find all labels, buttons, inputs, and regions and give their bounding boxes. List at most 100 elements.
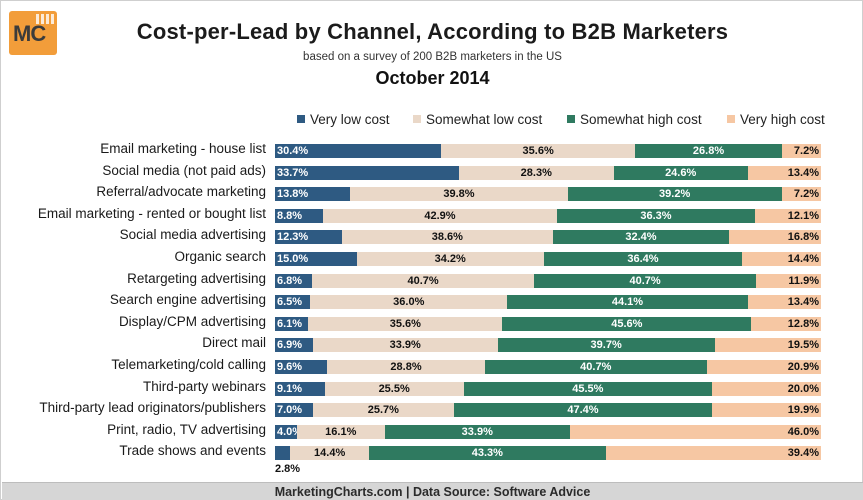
bar-segment: [312, 273, 535, 288]
data-label: 19.5%: [787, 339, 819, 352]
bar-segment: [384, 424, 570, 439]
data-label: 39.4%: [787, 447, 819, 460]
bar-segment: [552, 230, 730, 245]
data-label: 6.9%: [277, 339, 303, 352]
bar-segment: [712, 403, 821, 418]
data-label: 30.4%: [277, 145, 309, 157]
legend-item-1: Somewhat low cost: [413, 112, 542, 127]
data-label: 24.6%: [665, 166, 697, 179]
bar-segment: [755, 208, 821, 223]
bar-segment: [747, 295, 821, 310]
data-label: 20.0%: [787, 382, 819, 395]
data-label: 9.6%: [277, 361, 303, 373]
category-label: Email marketing - house list: [100, 141, 266, 156]
data-label: 33.9%: [389, 339, 421, 352]
bar-segment: [781, 187, 821, 202]
data-label: 28.3%: [520, 166, 552, 179]
data-label: 14.4%: [314, 447, 346, 460]
bar-segment: [729, 230, 821, 245]
stacked-bar-plot: 30.4% 35.6% 26.8% 7.2% 33.7% 28.3% 24.6% 13.4% 1…: [275, 142, 821, 462]
data-label: 45.5%: [572, 382, 604, 395]
bar-segment: [605, 446, 821, 461]
data-label: 8.8%: [277, 209, 303, 222]
data-label: 7.2%: [793, 145, 819, 157]
category-label: Print, radio, TV advertising: [107, 421, 266, 437]
bar-segment: [290, 446, 369, 461]
data-label: 36.4%: [627, 253, 659, 265]
bar-segment: [756, 273, 821, 288]
data-label: 7.2%: [793, 188, 819, 201]
data-label: 32.4%: [625, 231, 657, 244]
data-label-outside: 2.8%: [275, 463, 301, 476]
data-label: 43.3%: [471, 447, 503, 460]
bar-segment: [275, 208, 323, 223]
bar-segment: [543, 252, 743, 266]
bar-segment: [275, 403, 314, 418]
legend-swatch: [297, 115, 305, 123]
data-label: 7.0%: [277, 404, 303, 417]
data-label: 47.4%: [567, 404, 599, 417]
data-label: 15.0%: [277, 253, 309, 265]
data-label: 14.4%: [787, 253, 819, 265]
bar-segment: [275, 187, 351, 202]
bar-segment: [751, 316, 821, 331]
data-label: 35.6%: [522, 145, 554, 157]
bar-segment: [275, 273, 313, 288]
bar-segment: [742, 252, 821, 266]
legend-swatch: [413, 115, 421, 123]
bar-segment: [557, 208, 755, 223]
bar-segment: [369, 446, 606, 461]
bar-segment: [275, 381, 325, 396]
bar-segment: [275, 316, 309, 331]
category-label: Telemarketing/cold calling: [111, 357, 266, 372]
data-label: 40.7%: [580, 361, 612, 373]
bar-segment: [324, 381, 464, 396]
category-label: Organic search: [174, 249, 266, 264]
bar-segment: [613, 165, 748, 180]
data-label: 35.6%: [389, 317, 421, 330]
bar-segment: [275, 360, 328, 374]
bar-segment: [635, 144, 782, 158]
bar-segment: [569, 424, 821, 439]
data-label: 6.1%: [277, 317, 303, 330]
chart-subtitle: based on a survey of 200 B2B marketers i…: [303, 51, 562, 63]
bar-segment: [275, 295, 311, 310]
bar-segment: [275, 144, 441, 158]
data-label: 36.3%: [640, 209, 672, 222]
data-label: 13.8%: [277, 188, 309, 201]
logo-text: MC: [13, 21, 46, 46]
data-label: 34.2%: [434, 253, 466, 265]
bar-segment: [323, 208, 557, 223]
bar-segment: [484, 360, 707, 374]
bar-segment: [342, 230, 553, 245]
bar-segment: [310, 295, 508, 310]
data-label: 19.9%: [787, 404, 819, 417]
data-label: 42.9%: [424, 209, 456, 222]
category-label: Third-party lead originators/publishers: [39, 400, 266, 416]
bar-segment: [296, 424, 385, 439]
legend-item-2: Somewhat high cost: [567, 112, 702, 127]
category-label: Direct mail: [202, 335, 266, 351]
data-label: 6.8%: [277, 274, 303, 287]
legend-label: Very low cost: [310, 112, 390, 127]
data-label: 13.4%: [787, 296, 819, 309]
legend-swatch: [567, 115, 575, 123]
bar-segment: [308, 316, 503, 331]
bar-segment: [275, 446, 291, 461]
bar-segment: [567, 187, 782, 202]
bar-segment: [275, 230, 343, 245]
logo-bar-icon: [36, 14, 54, 24]
bar-segment: [502, 316, 752, 331]
bar-segment: [275, 252, 357, 266]
category-label: Third-party webinars: [142, 378, 266, 394]
data-label: 40.7%: [629, 274, 661, 287]
data-label: 39.8%: [443, 188, 475, 201]
bar-segment: [313, 403, 454, 418]
data-label: 33.7%: [277, 166, 309, 179]
data-label: 4.0%: [277, 425, 303, 438]
bar-segment: [497, 338, 715, 353]
data-label: 13.4%: [787, 166, 819, 179]
data-label: 12.3%: [277, 231, 309, 244]
data-label: 12.1%: [787, 209, 819, 222]
